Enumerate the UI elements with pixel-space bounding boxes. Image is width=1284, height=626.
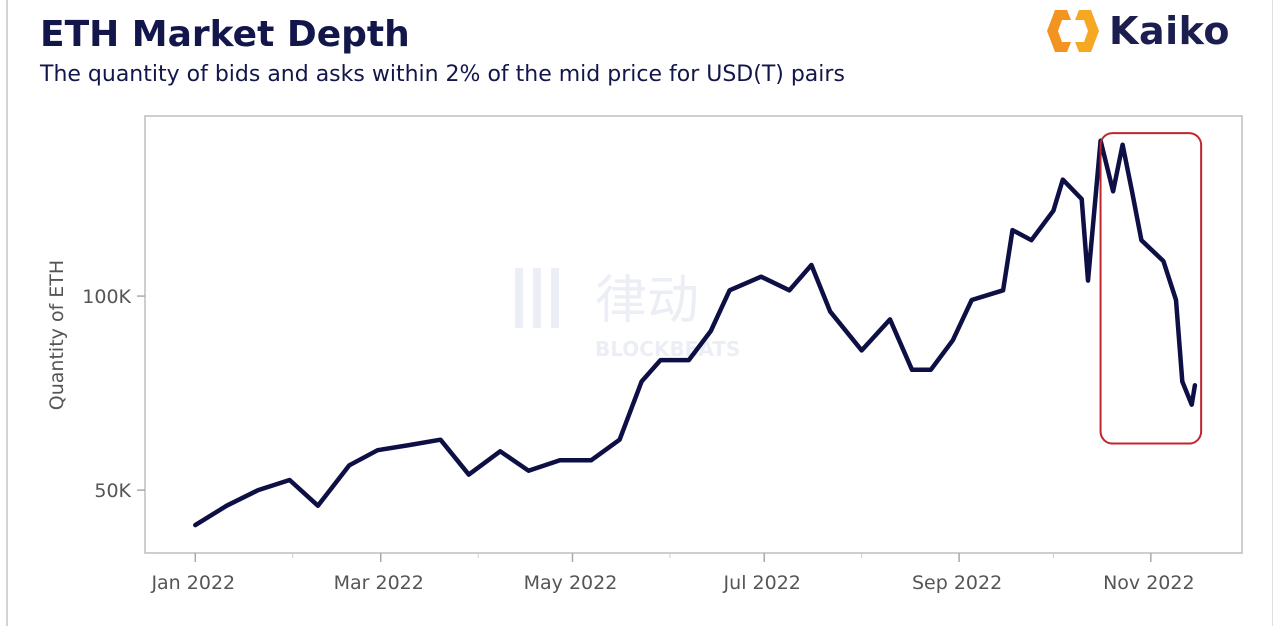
kaiko-logo: Kaiko [1045,6,1230,56]
logo-text: Kaiko [1109,9,1230,53]
watermark: 律动 BLOCKBEATS [515,268,740,361]
y-tick-label: 100K [82,286,131,308]
plot-frame [144,115,1243,554]
watermark-text: 律动 [595,271,699,331]
x-axis: Jan 2022 Mar 2022 May 2022 Jul 2022 Sep 2022… [150,553,1195,594]
x-tick-label: May 2022 [524,572,618,594]
annotations [1099,132,1203,445]
y-axis: 50K 100K [82,286,145,502]
y-axis-label: Quantity of ETH [46,260,68,410]
kaiko-hexagon-icon [1047,10,1099,52]
highlight-box [1099,132,1203,445]
y-tick-label: 50K [94,480,131,502]
x-tick-label: Mar 2022 [334,572,424,594]
left-border [6,0,8,626]
x-tick-label: Nov 2022 [1103,572,1194,594]
chart-subtitle: The quantity of bids and asks within 2% … [40,62,845,87]
x-tick-label: Jan 2022 [150,572,235,594]
x-tick-label: Sep 2022 [912,572,1002,594]
x-tick-label: Jul 2022 [723,572,801,594]
right-border [1272,0,1273,626]
series-line [193,138,1198,528]
watermark-subtext: BLOCKBEATS [595,337,740,361]
chart-title: ETH Market Depth [40,14,410,55]
